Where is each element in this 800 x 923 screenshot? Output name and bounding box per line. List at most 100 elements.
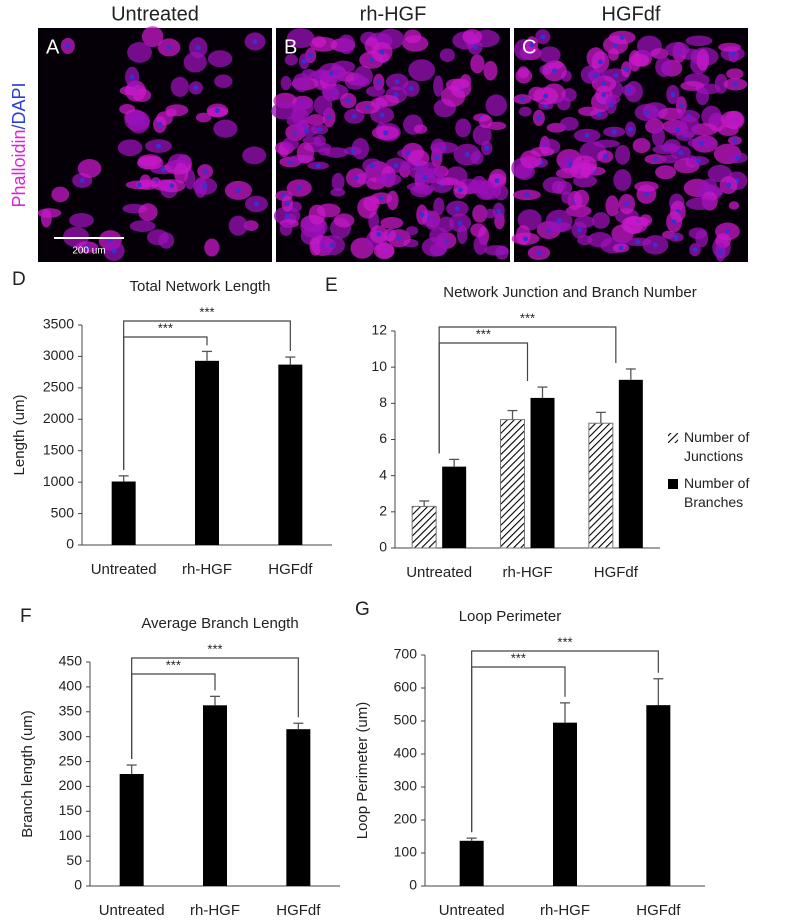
cell xyxy=(353,65,373,88)
nucleus xyxy=(308,52,314,58)
error-bar xyxy=(653,678,664,706)
nucleus xyxy=(84,244,90,250)
cell xyxy=(623,216,643,235)
cell xyxy=(296,142,315,164)
y-tick-label: 8 xyxy=(379,394,387,410)
cell xyxy=(357,196,378,219)
cell xyxy=(685,35,713,47)
cell xyxy=(660,143,679,152)
cell xyxy=(400,160,411,171)
cell xyxy=(282,137,299,151)
nucleus xyxy=(624,201,630,207)
cell xyxy=(165,108,177,117)
y-tick-label: 600 xyxy=(394,679,418,695)
y-tick-label: 2 xyxy=(379,503,387,519)
nucleus xyxy=(369,163,375,169)
error-bar xyxy=(202,350,212,361)
nucleus xyxy=(284,201,290,207)
nucleus xyxy=(317,127,323,133)
cell xyxy=(701,178,717,192)
nucleus xyxy=(457,220,463,226)
cell xyxy=(578,106,599,116)
cell xyxy=(462,29,483,45)
nucleus xyxy=(496,208,502,214)
y-tick-label: 400 xyxy=(394,745,418,761)
cell xyxy=(483,60,498,81)
nucleus xyxy=(626,87,632,93)
significance-bracket xyxy=(131,673,216,760)
nucleus xyxy=(376,231,382,237)
nucleus xyxy=(65,43,71,49)
cell xyxy=(439,48,455,62)
cell xyxy=(407,149,430,167)
y-axis-label: Loop Perimeter (um) xyxy=(354,702,371,840)
y-tick-label: 350 xyxy=(59,702,83,718)
nucleus xyxy=(529,42,535,48)
cell xyxy=(195,112,212,123)
nucleus xyxy=(393,162,399,168)
legend-swatch xyxy=(668,433,678,443)
nucleus xyxy=(408,86,414,92)
cell xyxy=(470,54,485,74)
nucleus xyxy=(169,183,175,189)
cell xyxy=(158,232,175,249)
cell xyxy=(410,184,433,198)
error-bar xyxy=(560,702,570,723)
error-bar xyxy=(293,722,304,730)
nucleus xyxy=(698,140,704,146)
x-tick-label: HGFdf xyxy=(636,902,681,919)
nucleus xyxy=(383,130,389,136)
nucleus xyxy=(552,68,558,74)
nucleus xyxy=(608,102,614,108)
nucleus xyxy=(678,150,684,156)
y-axis-label: Branch length (um) xyxy=(19,710,36,838)
nucleus xyxy=(376,79,382,85)
bar xyxy=(442,466,467,548)
bar xyxy=(618,379,643,548)
cell xyxy=(380,216,404,229)
nucleus xyxy=(717,249,723,255)
cell xyxy=(473,235,488,255)
nucleus xyxy=(464,152,470,158)
cell xyxy=(720,111,744,129)
nucleus xyxy=(303,128,309,134)
cell xyxy=(485,94,507,117)
cell xyxy=(577,235,593,246)
nucleus xyxy=(351,113,357,119)
error-bar xyxy=(449,458,460,467)
nucleus xyxy=(253,201,259,207)
cell xyxy=(478,115,493,129)
cell xyxy=(728,201,740,210)
cell xyxy=(313,95,333,116)
error-bar xyxy=(537,386,548,398)
cell xyxy=(141,26,164,48)
cell xyxy=(714,73,728,94)
nucleus xyxy=(214,108,220,114)
x-tick-label: rh-HGF xyxy=(182,561,232,578)
cell xyxy=(138,203,158,222)
cell xyxy=(561,191,572,204)
nucleus xyxy=(670,91,676,97)
cell xyxy=(470,175,488,195)
bar xyxy=(203,705,227,886)
cell xyxy=(696,87,710,106)
micrograph-cells xyxy=(271,28,509,260)
nucleus xyxy=(202,168,208,174)
cell xyxy=(557,96,571,111)
cell xyxy=(445,78,466,92)
cell xyxy=(470,223,487,238)
y-axis-label: Length (um) xyxy=(11,395,28,476)
scale-bar-label: 200 um xyxy=(72,246,105,257)
cell xyxy=(204,238,220,257)
chart-title: Total Network Length xyxy=(130,278,271,295)
nucleus xyxy=(365,104,371,110)
significance-label: *** xyxy=(511,650,526,665)
bar xyxy=(286,729,311,886)
nucleus xyxy=(129,74,135,80)
cell xyxy=(324,147,349,158)
legend-entry: Number of Branches xyxy=(684,475,749,510)
y-tick-label: 500 xyxy=(394,712,418,728)
image-letter: B xyxy=(284,36,297,58)
cell xyxy=(313,134,326,147)
cell xyxy=(665,42,690,57)
